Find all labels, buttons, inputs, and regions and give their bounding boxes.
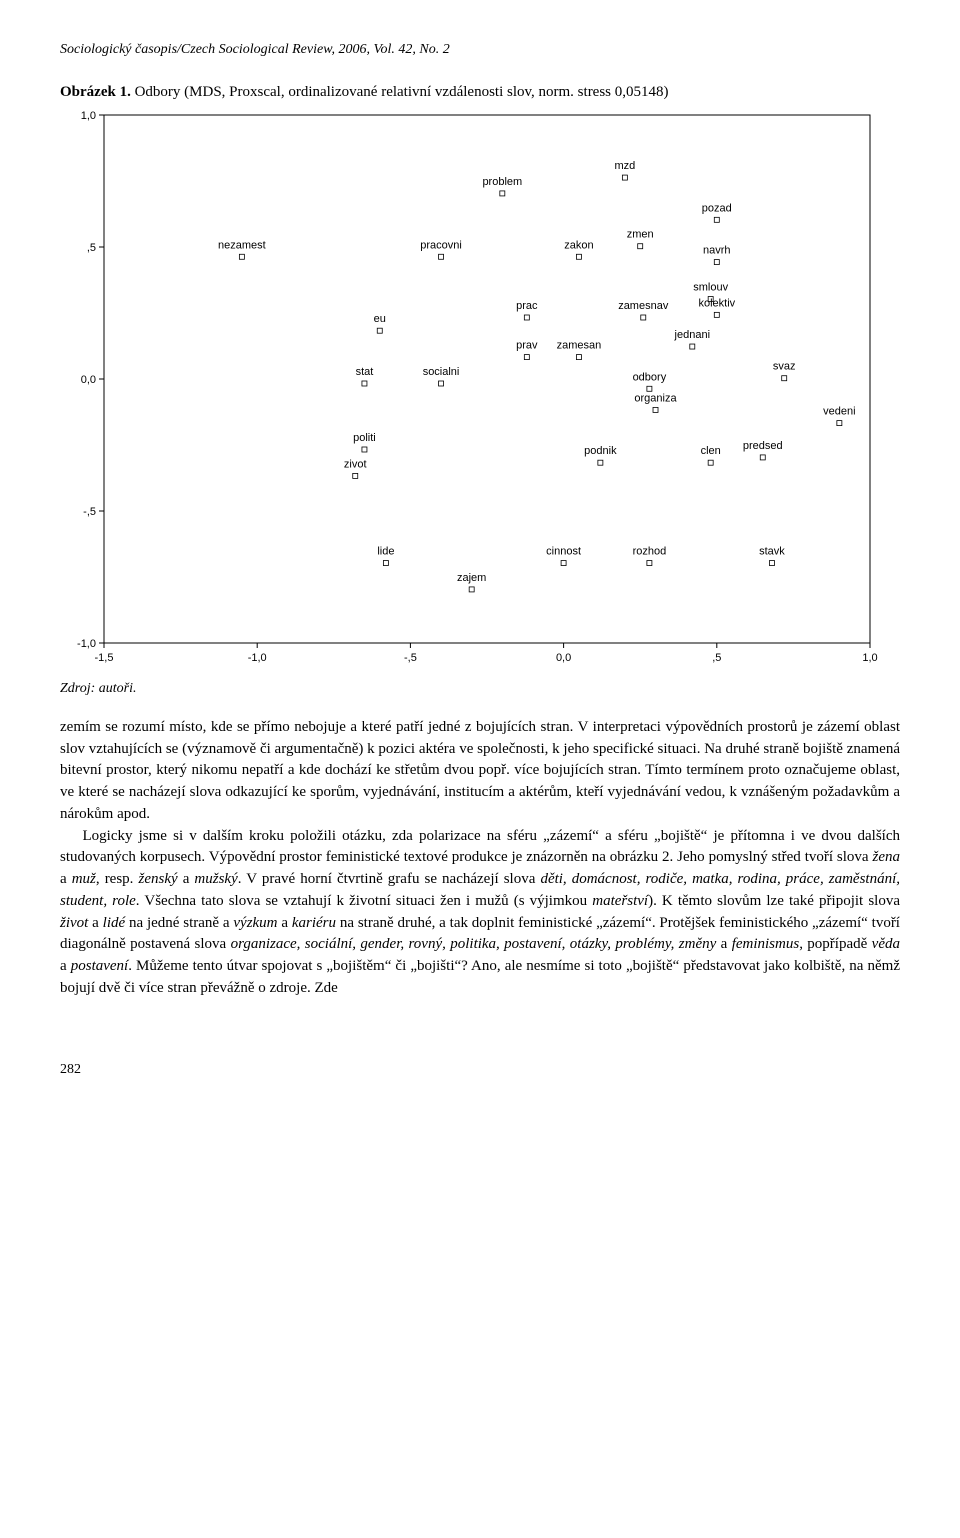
svg-text:jednani: jednani [674,329,710,341]
svg-text:svaz: svaz [773,360,796,372]
scatter-svg: -1,5 -1,0 -,5 0,0 ,5 1,0 -1,0 -,5 0,0 ,5 1,0 nezame… [60,109,880,669]
svg-text:zajem: zajem [457,571,486,583]
svg-text:-1,0: -1,0 [248,652,267,664]
svg-text:socialni: socialni [423,366,460,378]
svg-text:clen: clen [701,445,721,457]
svg-text:problem: problem [482,175,522,187]
body-paragraph-2: Logicky jsme si v dalším kroku položili … [60,826,900,1000]
figure-source: Zdroj: autoři. [60,679,900,699]
svg-text:odbory: odbory [633,371,667,383]
svg-text:smlouv: smlouv [693,281,728,293]
svg-text:mzd: mzd [614,160,635,172]
svg-text:-1,0: -1,0 [77,638,96,650]
figure-caption-text: Odbory (MDS, Proxscal, ordinalizované re… [131,84,669,100]
svg-text:pracovni: pracovni [420,239,462,251]
svg-text:prac: prac [516,300,538,312]
svg-text:lide: lide [377,545,394,557]
svg-text:0,0: 0,0 [556,652,571,664]
figure-label: Obrázek 1. [60,84,131,100]
svg-text:vedeni: vedeni [823,405,855,417]
page-number: 282 [60,1060,900,1080]
body-paragraph-1: zemím se rozumí místo, kde se přímo nebo… [60,717,900,826]
figure-caption: Obrázek 1. Odbory (MDS, Proxscal, ordina… [60,82,900,102]
svg-text:predsed: predsed [743,439,783,451]
running-head: Sociologický časopis/Czech Sociological … [60,40,900,60]
svg-text:1,0: 1,0 [862,652,877,664]
svg-text:zamesnav: zamesnav [618,300,669,312]
svg-text:zakon: zakon [564,239,593,251]
svg-text:zivot: zivot [344,458,367,470]
svg-text:-,5: -,5 [83,506,96,518]
svg-text:organiza: organiza [634,392,677,404]
svg-text:zmen: zmen [627,228,654,240]
scatter-chart: -1,5 -1,0 -,5 0,0 ,5 1,0 -1,0 -,5 0,0 ,5 1,0 nezame… [60,109,900,669]
svg-text:pozad: pozad [702,202,732,214]
svg-text:nezamest: nezamest [218,239,266,251]
svg-text:eu: eu [374,313,386,325]
svg-text:0,0: 0,0 [81,374,96,386]
svg-text:,5: ,5 [87,242,96,254]
svg-text:politi: politi [353,432,376,444]
svg-text:stavk: stavk [759,545,785,557]
svg-text:kolektiv: kolektiv [698,297,735,309]
svg-text:-,5: -,5 [404,652,417,664]
svg-text:1,0: 1,0 [81,110,96,122]
svg-text:-1,5: -1,5 [95,652,114,664]
svg-text:rozhod: rozhod [633,545,667,557]
svg-text:stat: stat [356,366,374,378]
svg-text:cinnost: cinnost [546,545,581,557]
svg-text:navrh: navrh [703,244,731,256]
svg-text:,5: ,5 [712,652,721,664]
svg-text:zamesan: zamesan [557,339,602,351]
svg-text:prav: prav [516,339,538,351]
svg-text:podnik: podnik [584,445,617,457]
